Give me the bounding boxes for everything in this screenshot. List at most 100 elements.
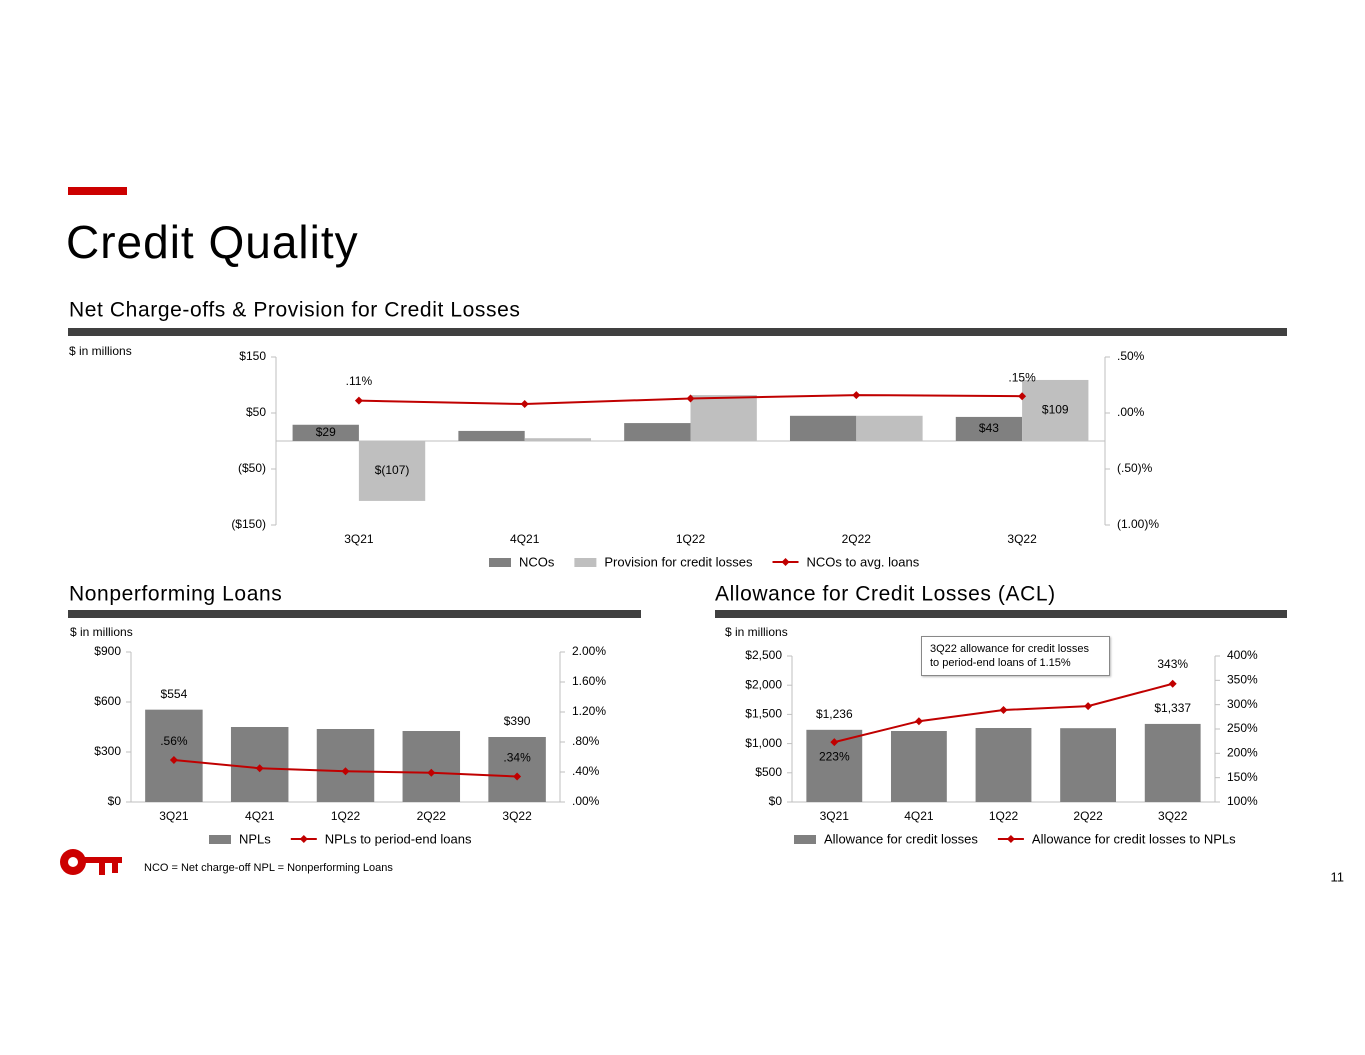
line-marker [999, 706, 1008, 715]
y-tick-label: $600 [94, 694, 121, 708]
line-marker [169, 756, 178, 764]
y-tick-label: $150 [239, 349, 266, 363]
x-tick-label: 3Q22 [1007, 532, 1037, 546]
bar [145, 709, 203, 802]
y-tick-label: $2,500 [745, 648, 782, 662]
y-tick-label: $500 [755, 765, 782, 779]
line-marker [830, 738, 839, 747]
x-tick-label: 3Q22 [1158, 809, 1188, 823]
legend-label: NPLs to period-end loans [325, 831, 472, 846]
bar-label: $(107) [375, 463, 410, 477]
y2-tick-label: 200% [1227, 746, 1258, 760]
bar [624, 423, 691, 441]
y2-tick-label: 100% [1227, 794, 1258, 808]
y2-tick-label: 1.20% [572, 704, 606, 718]
bar [955, 416, 1023, 441]
bar-label: $109 [1042, 403, 1069, 417]
y-tick-label: ($150) [231, 517, 266, 531]
line-marker [255, 764, 264, 773]
line-marker [427, 768, 436, 777]
line-marker [1168, 679, 1177, 688]
y-tick-label: $900 [94, 644, 121, 658]
bar-label: $1,337 [1154, 701, 1191, 715]
legend-marker [781, 558, 790, 566]
x-tick-label: 3Q21 [344, 532, 374, 546]
y-tick-label: ($50) [238, 461, 266, 475]
unit-label: $ in millions [725, 625, 788, 639]
y2-tick-label: (1.00)% [1117, 517, 1159, 531]
y-tick-label: $2,000 [745, 677, 782, 691]
title-rule [715, 610, 1287, 618]
x-tick-label: 4Q21 [245, 809, 275, 823]
x-tick-label: 1Q22 [989, 809, 1019, 823]
bar [975, 728, 1032, 802]
line-label: 223% [819, 749, 850, 763]
y-tick-label: $0 [108, 794, 122, 808]
legend-label: NPLs [239, 831, 271, 846]
legend-swatch [794, 835, 816, 844]
line-marker [1084, 702, 1093, 711]
bar [292, 424, 359, 441]
bar [789, 415, 857, 441]
legend-swatch [574, 558, 597, 567]
y2-tick-label: .80% [572, 734, 600, 748]
line-marker [513, 772, 522, 781]
x-tick-label: 3Q21 [820, 809, 850, 823]
x-tick-label: 2Q22 [417, 809, 447, 823]
x-tick-label: 4Q21 [510, 532, 540, 546]
line-marker [520, 400, 529, 409]
legend-marker [1006, 835, 1015, 843]
line-marker [341, 767, 350, 776]
line-label: .56% [160, 734, 188, 748]
line-label: .34% [503, 751, 531, 765]
bar [856, 415, 923, 441]
bar [890, 730, 947, 802]
y2-tick-label: 150% [1227, 770, 1258, 784]
footnote: NCO = Net charge-off NPL = Nonperforming… [144, 862, 393, 874]
chart-title: Net Charge-offs & Provision for Credit L… [69, 299, 520, 322]
bar [1022, 379, 1089, 441]
bar [402, 731, 461, 802]
bar-label: $390 [504, 714, 531, 728]
title-rule [68, 610, 641, 618]
y2-tick-label: (.50)% [1117, 461, 1153, 475]
bar-label: $43 [979, 421, 999, 435]
x-tick-label: 2Q22 [842, 532, 872, 546]
line-label: 343% [1157, 657, 1188, 671]
y-tick-label: $1,500 [745, 707, 782, 721]
bar [1060, 728, 1117, 802]
y2-tick-label: 2.00% [572, 644, 606, 658]
x-tick-label: 4Q21 [904, 809, 934, 823]
x-tick-label: 1Q22 [676, 532, 706, 546]
line-marker [852, 391, 861, 400]
bar-label: $29 [316, 425, 336, 439]
title-rule [68, 328, 1287, 336]
y2-tick-label: .40% [572, 764, 600, 778]
y-tick-label: $0 [769, 794, 783, 808]
annotation: 3Q22 allowance for credit losses to peri… [921, 636, 1110, 676]
y2-tick-label: 400% [1227, 648, 1258, 662]
chart-title: Allowance for Credit Losses (ACL) [715, 583, 1056, 606]
accent-bar [68, 187, 127, 195]
y2-tick-label: .00% [572, 794, 600, 808]
line-label: .15% [1008, 370, 1036, 384]
bar [488, 737, 546, 802]
legend-swatch [209, 835, 231, 844]
x-tick-label: 3Q22 [502, 809, 532, 823]
y2-tick-label: .50% [1117, 349, 1145, 363]
y2-tick-label: 350% [1227, 673, 1258, 687]
line-label: .11% [346, 374, 373, 388]
bar-label: $554 [161, 687, 188, 701]
line-marker [686, 394, 695, 403]
bar [458, 430, 525, 441]
y2-tick-label: 250% [1227, 721, 1258, 735]
legend-label: Allowance for credit losses [824, 831, 978, 846]
line-marker [354, 396, 363, 405]
line-marker [1018, 392, 1027, 401]
page-number: 11 [1331, 869, 1345, 884]
x-tick-label: 1Q22 [331, 809, 361, 823]
chart-title: Nonperforming Loans [69, 583, 282, 606]
unit-label: $ in millions [69, 344, 132, 358]
